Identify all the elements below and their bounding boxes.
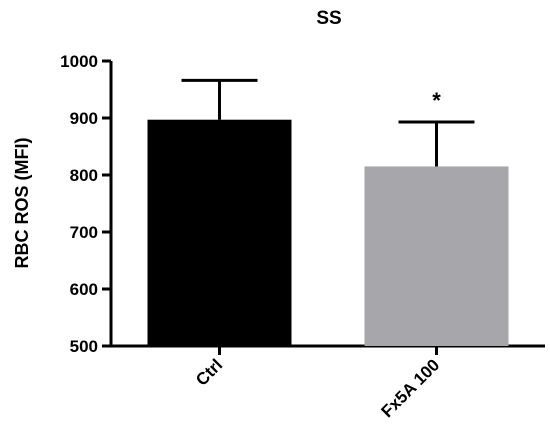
y-tick-label: 500 [70,337,98,356]
y-tick-label: 1000 [60,52,98,71]
error-bars: * [181,78,475,167]
y-axis: 500 600 700 800 900 1000 [60,52,113,356]
x-tick-labels: Ctrl Fx5A 100 [192,355,443,421]
x-tick-label: Ctrl [192,355,226,389]
y-tick-label: 900 [70,109,98,128]
x-axis [111,344,545,355]
bars [147,119,509,347]
y-tick-label: 600 [70,280,98,299]
bar-fx5a-100 [364,166,509,346]
significance-marker: * [432,88,441,113]
bar-ctrl [147,119,292,347]
y-tick-label: 700 [70,223,98,242]
y-axis-label: RBC ROS (MFI) [12,138,32,269]
y-tick-label: 800 [70,166,98,185]
chart-title: SS [316,8,341,29]
x-tick-label: Fx5A 100 [378,355,444,421]
